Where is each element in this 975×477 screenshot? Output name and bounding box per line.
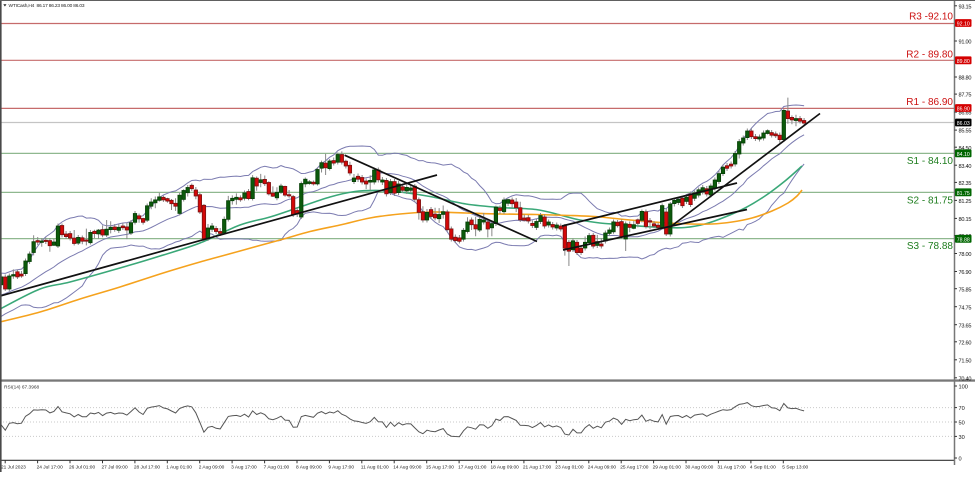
svg-text:29 Aug 01:00: 29 Aug 01:00 xyxy=(653,465,682,471)
svg-text:89.80: 89.80 xyxy=(957,59,970,65)
svg-text:11 Aug 01:00: 11 Aug 01:00 xyxy=(361,465,389,471)
svg-text:RSI(14) 67.3968: RSI(14) 67.3968 xyxy=(4,385,40,391)
svg-text:R1 - 86.90: R1 - 86.90 xyxy=(906,97,953,108)
svg-text:88.80: 88.80 xyxy=(959,76,972,82)
svg-text:R3 -92.10: R3 -92.10 xyxy=(909,12,953,23)
svg-text:1 Aug 01:00: 1 Aug 01:00 xyxy=(166,465,192,471)
svg-text:82.35: 82.35 xyxy=(959,181,972,187)
svg-text:9 Aug 17:00: 9 Aug 17:00 xyxy=(328,465,354,471)
svg-text:80.15: 80.15 xyxy=(959,217,972,223)
svg-text:27 Jul 09:00: 27 Jul 09:00 xyxy=(102,465,128,471)
svg-text:21 Aug 17:00: 21 Aug 17:00 xyxy=(523,465,552,471)
svg-text:84.10: 84.10 xyxy=(957,152,970,158)
svg-text:86.03: 86.03 xyxy=(957,121,970,127)
svg-text:21 Jul 2023: 21 Jul 2023 xyxy=(1,465,26,471)
svg-text:70.40: 70.40 xyxy=(959,376,972,382)
svg-text:30: 30 xyxy=(959,435,965,441)
svg-text:75.85: 75.85 xyxy=(959,287,972,293)
svg-text:23 Aug 01:00: 23 Aug 01:00 xyxy=(555,465,584,471)
svg-text:25 Aug 17:00: 25 Aug 17:00 xyxy=(620,465,649,471)
svg-text:24 Aug 09:00: 24 Aug 09:00 xyxy=(588,465,617,471)
svg-text:71.50: 71.50 xyxy=(959,358,972,364)
svg-text:74.75: 74.75 xyxy=(959,305,972,311)
svg-text:31 Aug 17:00: 31 Aug 17:00 xyxy=(717,465,746,471)
svg-text:30 Aug 09:00: 30 Aug 09:00 xyxy=(685,465,714,471)
svg-text:70: 70 xyxy=(959,406,965,412)
svg-text:7 Aug 01:00: 7 Aug 01:00 xyxy=(264,465,290,471)
svg-text:100: 100 xyxy=(959,385,968,391)
svg-text:78.00: 78.00 xyxy=(959,252,972,258)
svg-text:S2 - 81.75: S2 - 81.75 xyxy=(907,196,954,207)
svg-text:24 Jul 17:00: 24 Jul 17:00 xyxy=(37,465,63,471)
svg-text:78.88: 78.88 xyxy=(957,237,970,243)
svg-text:28 Jul 17:00: 28 Jul 17:00 xyxy=(134,465,160,471)
svg-text:R2 - 89.80: R2 - 89.80 xyxy=(906,50,953,61)
svg-text:15 Aug 17:00: 15 Aug 17:00 xyxy=(426,465,455,471)
svg-text:S1 - 84.10: S1 - 84.10 xyxy=(907,156,954,167)
svg-text:73.65: 73.65 xyxy=(959,323,972,329)
svg-text:72.60: 72.60 xyxy=(959,340,972,346)
svg-text:4 Sep 01:00: 4 Sep 01:00 xyxy=(750,465,776,471)
svg-text:8 Aug 09:00: 8 Aug 09:00 xyxy=(296,465,322,471)
svg-text:14 Aug 09:00: 14 Aug 09:00 xyxy=(393,465,422,471)
svg-text:81.25: 81.25 xyxy=(959,199,972,205)
svg-text:85.55: 85.55 xyxy=(959,129,972,135)
svg-text:83.40: 83.40 xyxy=(959,164,972,170)
svg-text:26 Jul 01:00: 26 Jul 01:00 xyxy=(69,465,95,471)
svg-text:93.15: 93.15 xyxy=(959,4,972,10)
svg-text:91.00: 91.00 xyxy=(959,40,972,46)
svg-text:2 Aug 09:00: 2 Aug 09:00 xyxy=(199,465,225,471)
svg-text:84.50: 84.50 xyxy=(959,146,972,152)
svg-text:17 Aug 01:00: 17 Aug 01:00 xyxy=(458,465,487,471)
svg-text:5 Sep 13:00: 5 Sep 13:00 xyxy=(782,465,808,471)
svg-text:18 Aug 09:00: 18 Aug 09:00 xyxy=(491,465,520,471)
svg-text:S3 - 78.88: S3 - 78.88 xyxy=(907,241,954,252)
svg-text:86.90: 86.90 xyxy=(957,107,970,113)
svg-text:87.75: 87.75 xyxy=(959,93,972,99)
svg-text:81.75: 81.75 xyxy=(957,191,970,197)
svg-text:86.65: 86.65 xyxy=(959,111,972,117)
svg-text:76.90: 76.90 xyxy=(959,270,972,276)
svg-text:3 Aug 17:00: 3 Aug 17:00 xyxy=(231,465,257,471)
svg-text:0: 0 xyxy=(959,457,962,463)
svg-text:WTICash,H4 86.17 86.23 86.00: WTICash,H4 86.17 86.23 86.00 86.03 xyxy=(9,3,85,9)
svg-text:92.10: 92.10 xyxy=(957,22,970,28)
svg-text:50: 50 xyxy=(959,421,965,427)
